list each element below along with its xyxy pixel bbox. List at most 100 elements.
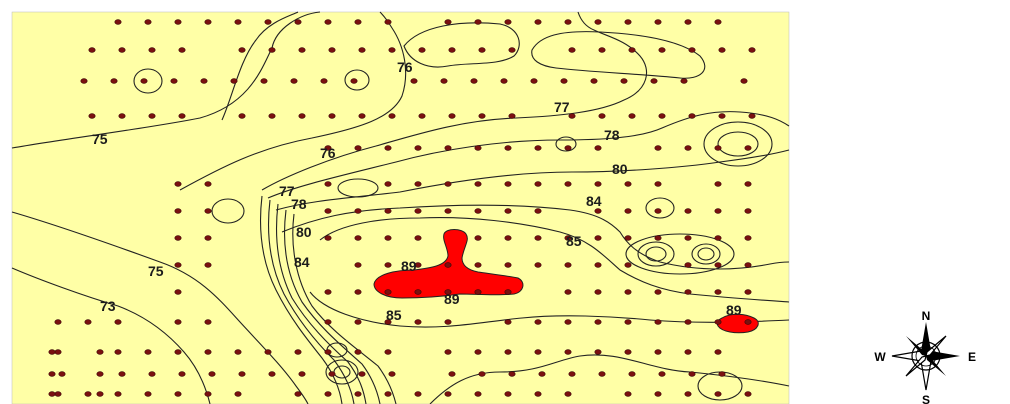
sample-point: [444, 391, 452, 397]
sample-point: [474, 235, 482, 241]
sample-point: [388, 371, 396, 377]
sample-point: [204, 319, 212, 325]
sample-point: [504, 319, 512, 325]
contour-ring-bottom-1: [325, 359, 359, 385]
sample-point: [534, 349, 542, 355]
sample-point: [598, 47, 606, 53]
sample-point: [384, 145, 392, 151]
sample-point: [564, 145, 572, 151]
contour-label: 73: [100, 298, 116, 314]
sample-point: [204, 391, 212, 397]
sample-point: [504, 208, 512, 214]
sample-point: [294, 349, 302, 355]
contour-ring-right-7: [691, 243, 721, 265]
sample-point: [170, 78, 178, 84]
sample-point: [530, 78, 538, 84]
sample-point: [354, 289, 362, 295]
sample-point: [174, 319, 182, 325]
sample-point: [148, 113, 156, 119]
sample-point: [84, 319, 92, 325]
sample-point: [688, 113, 696, 119]
sample-point: [654, 208, 662, 214]
sample-point: [324, 235, 332, 241]
sample-point: [320, 78, 328, 84]
sample-point: [110, 78, 118, 84]
sample-point: [684, 289, 692, 295]
sample-point: [508, 371, 516, 377]
sample-point: [84, 391, 92, 397]
sample-point: [294, 19, 302, 25]
sample-point: [414, 181, 422, 187]
sample-point: [174, 235, 182, 241]
contour-label: 80: [612, 161, 628, 177]
sample-point: [204, 208, 212, 214]
sample-point: [504, 235, 512, 241]
sample-point: [564, 181, 572, 187]
sample-point: [324, 181, 332, 187]
sample-point: [384, 181, 392, 187]
contour-label: 84: [586, 193, 602, 209]
contour-ring-left: [211, 198, 245, 224]
sample-point: [684, 235, 692, 241]
sample-point: [234, 19, 242, 25]
sample-point: [324, 19, 332, 25]
sample-point: [474, 262, 482, 268]
sample-point: [384, 262, 392, 268]
sample-point: [684, 208, 692, 214]
sample-point: [564, 391, 572, 397]
sample-point: [474, 19, 482, 25]
sample-point: [174, 19, 182, 25]
sample-point: [48, 371, 56, 377]
sample-point: [594, 262, 602, 268]
sample-point: [744, 235, 752, 241]
sample-point: [474, 289, 482, 295]
sample-point: [298, 113, 306, 119]
sample-point: [718, 371, 726, 377]
sample-point: [564, 349, 572, 355]
sample-point: [354, 349, 362, 355]
contour-label: 89: [401, 258, 417, 274]
sample-point: [96, 371, 104, 377]
contour-bundle-1: [260, 195, 343, 404]
sample-point: [58, 371, 66, 377]
sample-point: [534, 181, 542, 187]
sample-point: [714, 349, 722, 355]
sample-point: [238, 371, 246, 377]
sample-point: [384, 208, 392, 214]
sample-point: [740, 78, 748, 84]
sample-point: [174, 391, 182, 397]
sample-point: [474, 181, 482, 187]
sample-point: [114, 349, 122, 355]
sample-point: [290, 78, 298, 84]
contour-label: 77: [554, 99, 570, 115]
sample-point: [654, 145, 662, 151]
sample-point: [328, 47, 336, 53]
sample-point: [238, 47, 246, 53]
contour-ring-right-2: [717, 131, 759, 157]
compass-rose-icon: N S E W: [874, 309, 976, 404]
sample-point: [414, 262, 422, 268]
sample-point: [174, 181, 182, 187]
sample-point: [118, 47, 126, 53]
sample-point: [414, 208, 422, 214]
contour-label: 77: [279, 183, 295, 199]
sample-point: [504, 289, 512, 295]
sample-point: [560, 78, 568, 84]
sample-point: [54, 391, 62, 397]
sample-point: [414, 391, 422, 397]
sample-point: [444, 319, 452, 325]
sample-point: [504, 19, 512, 25]
sample-point: [384, 349, 392, 355]
sample-point: [264, 349, 272, 355]
sample-point: [324, 319, 332, 325]
sample-point: [650, 78, 658, 84]
sample-point: [628, 371, 636, 377]
sample-point: [568, 47, 576, 53]
sample-point: [444, 19, 452, 25]
compass-east-label: E: [968, 350, 976, 364]
sample-point: [564, 19, 572, 25]
sample-point: [534, 391, 542, 397]
contour-line-75-left: [11, 11, 321, 149]
contour-line-top-right: [531, 31, 706, 79]
